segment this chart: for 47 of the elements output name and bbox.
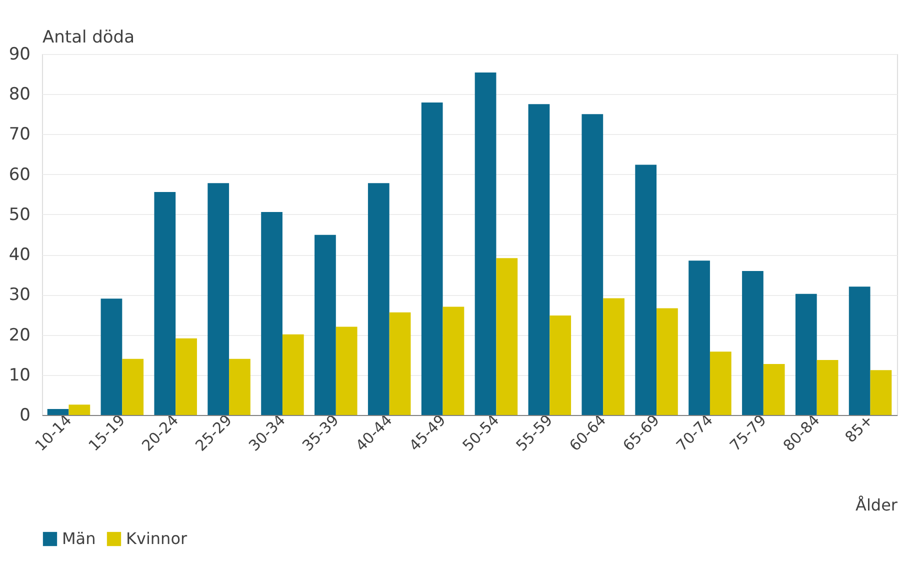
y-tick-label: 60 xyxy=(8,164,30,185)
bar xyxy=(336,326,358,415)
bar xyxy=(710,352,732,415)
bar xyxy=(870,370,892,415)
bar xyxy=(229,358,250,415)
y-tick-label: 20 xyxy=(8,325,30,346)
bar xyxy=(442,306,464,415)
bar xyxy=(816,360,838,415)
y-axis-title: Antal döda xyxy=(42,28,135,48)
bar xyxy=(389,312,411,415)
bar xyxy=(795,294,817,415)
bar xyxy=(421,102,443,415)
y-tick-label: 0 xyxy=(20,406,30,426)
y-tick-label: 40 xyxy=(8,245,30,266)
bar xyxy=(763,364,785,415)
bar xyxy=(122,358,144,415)
bar xyxy=(848,286,870,415)
bar xyxy=(100,298,122,415)
bar xyxy=(47,408,69,415)
bar xyxy=(550,316,572,415)
bar xyxy=(68,404,90,415)
bar xyxy=(474,72,496,415)
bar xyxy=(176,338,197,415)
bar xyxy=(742,271,764,415)
bar xyxy=(368,183,390,415)
bar xyxy=(688,260,710,415)
y-tick-label: 90 xyxy=(8,44,30,64)
bar xyxy=(154,192,176,415)
bar xyxy=(496,258,518,415)
x-tick-label: 85+ xyxy=(842,411,877,446)
bar xyxy=(656,308,678,415)
bar xyxy=(635,164,657,415)
bar xyxy=(208,183,230,415)
legend-label: Kvinnor xyxy=(126,529,188,548)
y-tick-label: 70 xyxy=(8,124,30,145)
bar xyxy=(314,234,336,415)
x-axis-title: Ålder xyxy=(856,496,898,514)
y-tick-label: 50 xyxy=(8,204,30,225)
bar xyxy=(528,104,550,415)
bar xyxy=(261,212,282,415)
y-tick-label: 80 xyxy=(8,84,30,105)
y-tick-label: 30 xyxy=(8,285,30,306)
legend-label: Män xyxy=(62,529,96,548)
y-tick-label: 10 xyxy=(8,365,30,386)
bar xyxy=(603,298,624,415)
bar xyxy=(582,114,604,415)
bar xyxy=(282,334,304,415)
